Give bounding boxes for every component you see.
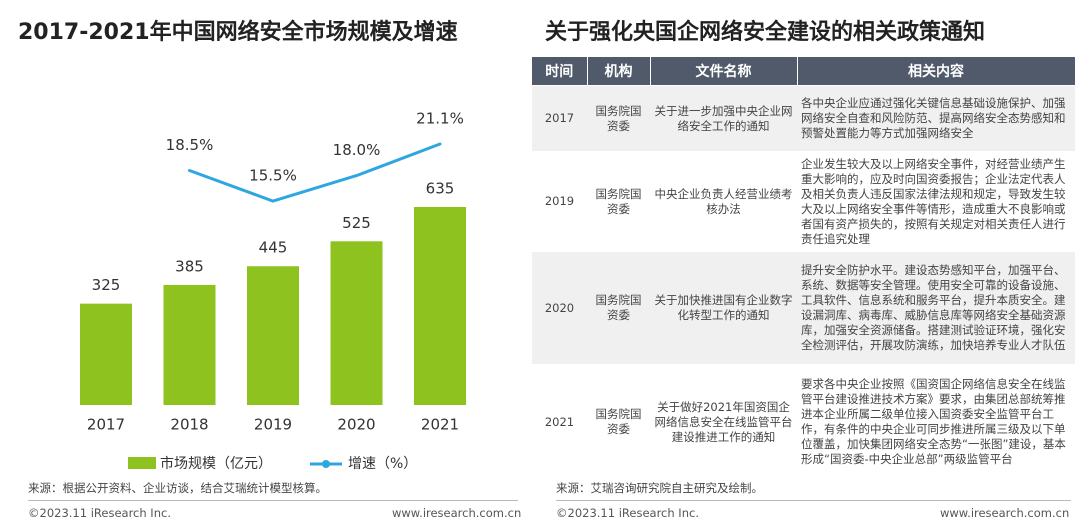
copyright: ©2023.11 iResearch Inc. — [28, 506, 171, 520]
legend-label: 增速（%） — [348, 456, 417, 472]
header-cell: 机构 — [587, 57, 651, 86]
source: 来源：根据公开资料、企业访谈，结合艾瑞统计模型核算。 — [28, 481, 327, 495]
line-value-label: 18.5% — [166, 136, 214, 154]
bar-value-label: 325 — [92, 276, 121, 294]
bar-value-label: 525 — [342, 214, 371, 232]
table-cell: 各中央企业应通过强化关键信息基础设施保护、加强网络安全自查和风险防范、提高网络安… — [797, 85, 1075, 152]
line-value-label: 18.0% — [333, 141, 381, 159]
chart-title: 2017-2021年中国网络安全市场规模及增速 — [18, 20, 458, 45]
bar — [163, 284, 216, 405]
website: www.iresearch.com.cn — [392, 506, 522, 520]
legend-swatch — [128, 457, 156, 469]
header-cell: 时间 — [532, 57, 588, 86]
x-tick-label: 2019 — [254, 416, 292, 434]
table-cell: 2021 — [532, 364, 587, 480]
table-cell: 关于加快推进国有企业数字化转型工作的通知 — [650, 251, 797, 365]
table-cell: 企业发生较大及以上网络安全事件，对经营业绩产生重大影响的，应及时向国资委报告；企… — [797, 151, 1075, 252]
x-tick-label: 2020 — [337, 416, 375, 434]
copyright: ©2023.11 iResearch Inc. — [556, 506, 699, 520]
bar — [247, 266, 299, 405]
table-cell: 国务院国资委 — [587, 85, 650, 152]
table-row: 2020 国务院国资委 关于加快推进国有企业数字化转型工作的通知 提升安全防护水平。建… — [532, 251, 1075, 365]
source: 来源：艾瑞咨询研究院自主研究及绘制。 — [556, 481, 763, 495]
table-cell: 国务院国资委 — [587, 364, 650, 480]
x-tick-label: 2018 — [170, 416, 208, 434]
bar — [80, 303, 132, 405]
table-cell: 提升安全防护水平。建设态势感知平台，加强平台、系统、数据等安全管理。使用安全可靠… — [797, 251, 1075, 365]
table-row: 2021 国务院国资委 关于做好2021年国资国企网络信息安全在线监管平台建设推进工… — [532, 364, 1075, 480]
table-cell: 2019 — [532, 151, 587, 252]
bar — [330, 241, 383, 405]
table-cell: 关于进一步加强中央企业网络安全工作的通知 — [650, 85, 797, 152]
table-cell: 中央企业负责人经营业绩考核办法 — [650, 151, 797, 252]
bar-value-label: 385 — [175, 257, 204, 275]
x-tick-label: 2017 — [87, 416, 125, 434]
line-value-label: 15.5% — [249, 167, 297, 185]
line-value-label: 21.1% — [416, 110, 464, 128]
chart: 2017 325 2018 385 2019 445 2020 525 2021 635 18.5%… — [80, 110, 466, 472]
bar-value-label: 445 — [259, 239, 288, 257]
table-title: 关于强化央国企网络安全建设的相关政策通知 — [545, 20, 986, 45]
growth-line — [188, 142, 442, 203]
x-tick-label: 2021 — [421, 416, 459, 434]
table-cell: 要求各中央企业按照《国资国企网络信息安全在线监管平台建设推进技术方案》要求，由集… — [797, 364, 1075, 480]
divider — [28, 500, 518, 501]
table-row: 2019 国务院国资委 中央企业负责人经营业绩考核办法 企业发生较大及以上网络安全事件… — [532, 151, 1075, 252]
bar-value-label: 635 — [426, 180, 455, 198]
table-cell: 2020 — [532, 251, 587, 365]
legend-label: 市场规模（亿元） — [160, 455, 272, 472]
table-row: 2017 国务院国资委 关于进一步加强中央企业网络安全工作的通知 各中央企业应通过强化… — [532, 85, 1075, 152]
header-cell: 文件名称 — [650, 57, 798, 86]
website: www.iresearch.com.cn — [940, 506, 1070, 520]
table-cell: 国务院国资委 — [587, 151, 650, 252]
table-cell: 2017 — [532, 85, 587, 152]
header-cell: 相关内容 — [797, 57, 1076, 86]
policy-table: 时间 机构 文件名称 相关内容 2017 国务院国资委 关于进一步加强中央企业网络安全工作的… — [532, 57, 1076, 480]
table-cell: 关于做好2021年国资国企网络信息安全在线监管平台建设推进工作的通知 — [650, 364, 797, 480]
bar — [414, 207, 466, 405]
legend-swatch — [322, 460, 330, 468]
divider — [556, 500, 1071, 501]
table-cell: 国务院国资委 — [587, 251, 650, 365]
